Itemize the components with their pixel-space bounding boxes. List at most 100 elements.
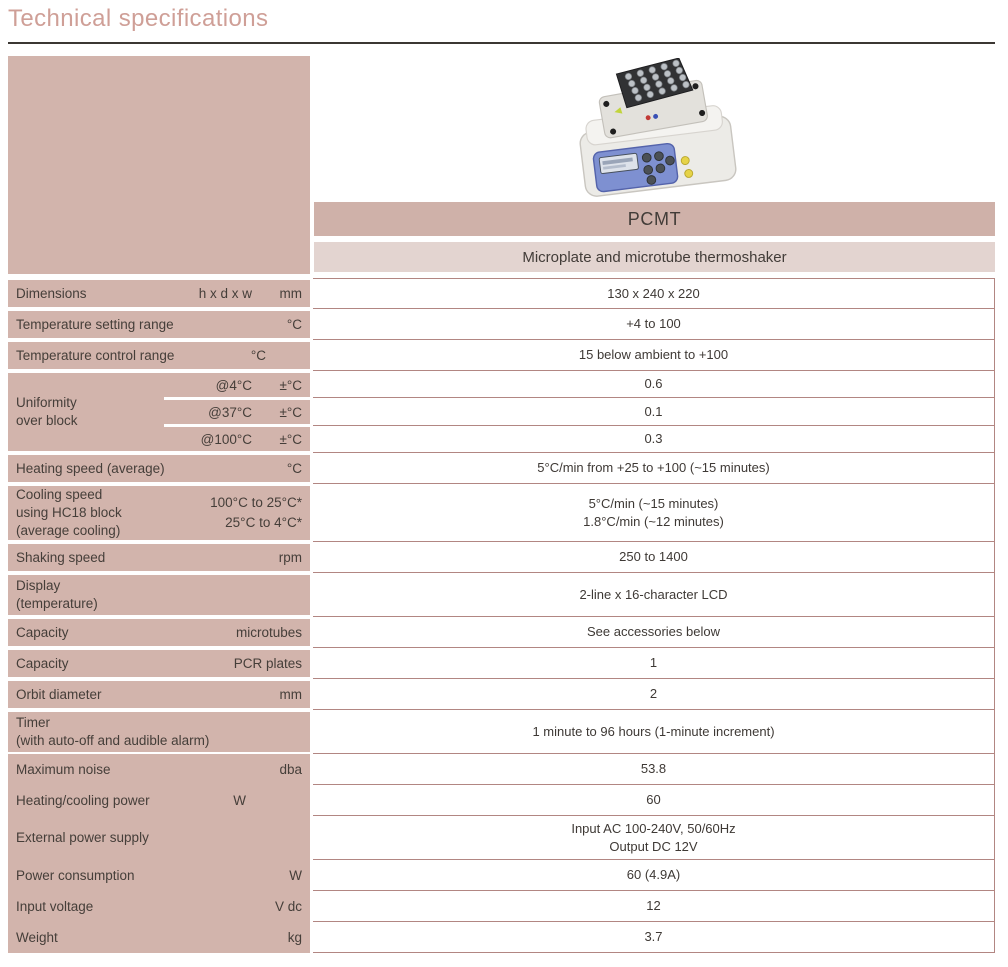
spec-label-cell: Timer (with auto-off and audible alarm) <box>8 712 310 752</box>
spec-row: Uniformity over block @4°C ±°C @37°C ±°C @100°… <box>8 371 995 453</box>
spec-label-cell: Maximum noise dba <box>8 754 310 785</box>
spec-row: Heating speed (average) °C 5°C/min from +2… <box>8 453 995 484</box>
spec-unit: °C <box>286 317 302 332</box>
spec-label: Heating/cooling power <box>16 792 150 808</box>
spec-label: Dimensions <box>16 285 87 301</box>
spec-row: Display (temperature) 2-line x 16-characte… <box>8 573 995 617</box>
spec-row: Orbit diameter mm 2 <box>8 679 995 710</box>
spec-unit: mm <box>279 286 303 301</box>
spec-unit: rpm <box>278 550 302 565</box>
spec-value-cell: 53.8 <box>313 754 995 785</box>
product-name: PCMT <box>627 208 682 229</box>
spec-value-cell: 3.7 <box>313 922 995 953</box>
thermoshaker-illustration-icon <box>578 58 737 197</box>
spec-value-cell: See accessories below <box>313 617 995 648</box>
spec-row: Weight kg 3.7 <box>8 922 995 953</box>
spec-value-cell: 0.3 <box>313 425 995 453</box>
spec-row: Power consumption W 60 (4.9A) <box>8 860 995 891</box>
spec-unit: microtubes <box>235 625 302 640</box>
spec-label: Orbit diameter <box>16 686 102 702</box>
spec-value-cell: 0.6 <box>313 371 995 399</box>
spec-label: Temperature control range <box>16 347 175 363</box>
spec-value-cell: Input AC 100-240V, 50/60Hz Output DC 12V <box>313 816 995 860</box>
spec-value-cell: 2-line x 16-character LCD <box>313 573 995 617</box>
spec-label: Display (temperature) <box>16 578 98 611</box>
spec-label: Timer (with auto-off and audible alarm) <box>16 715 210 748</box>
spec-label: Cooling speed using HC18 block (average co… <box>16 487 122 538</box>
spec-label: Uniformity over block <box>16 395 78 428</box>
spec-unit: °C <box>250 348 266 363</box>
spec-label-cell: Display (temperature) <box>8 575 310 615</box>
spec-row: Maximum noise dba 53.8 <box>8 754 995 785</box>
spec-row: Input voltage V dc 12 <box>8 891 995 922</box>
spec-value-cell: 60 (4.9A) <box>313 860 995 891</box>
spec-row: Timer (with auto-off and audible alarm) 1 … <box>8 710 995 754</box>
spec-unit: mm <box>279 687 303 702</box>
spec-label: Power consumption <box>16 867 135 883</box>
spec-value-stack: 0.6 0.1 0.3 <box>313 371 995 453</box>
spec-subunit-column: @4°C ±°C @37°C ±°C @100°C ±°C <box>164 373 310 451</box>
spec-label-cell: Orbit diameter mm <box>8 681 310 708</box>
spec-unit: 100°C to 25°C* 25°C to 4°C* <box>210 494 302 530</box>
spec-label: Input voltage <box>16 898 94 914</box>
spec-row: External power supply Input AC 100-240V, … <box>8 816 995 860</box>
spec-unit: h x d x w <box>198 286 252 301</box>
spec-unit: V dc <box>274 899 302 914</box>
spec-unit: PCR plates <box>233 656 302 671</box>
header-left-block <box>8 56 310 274</box>
spec-label-cell: Power consumption W <box>8 860 310 891</box>
spec-row: Temperature setting range °C +4 to 100 <box>8 309 995 340</box>
spec-label-cell: Capacity PCR plates <box>8 650 310 677</box>
spec-label: Capacity <box>16 624 69 640</box>
spec-row: Dimensions h x d x w mm 130 x 240 x 220 <box>8 278 995 309</box>
spec-value-cell: 1 <box>313 648 995 679</box>
spec-row: Cooling speed using HC18 block (average co… <box>8 484 995 542</box>
spec-subunit: @100°C ±°C <box>164 424 310 451</box>
spec-row: Capacity microtubes See accessories below <box>8 617 995 648</box>
spec-unit: @100°C <box>200 431 252 447</box>
spec-label: External power supply <box>16 830 149 846</box>
table-header: PCMT Microplate and microtube thermoshak… <box>8 56 995 274</box>
spec-value-cell: 5°C/min from +25 to +100 (~15 minutes) <box>313 453 995 484</box>
spec-value-cell: 250 to 1400 <box>313 542 995 573</box>
spec-label-cell: Dimensions h x d x w mm <box>8 280 310 307</box>
spec-unit: ±°C <box>279 431 302 447</box>
spec-value-cell: 12 <box>313 891 995 922</box>
spec-label-cell: External power supply <box>8 816 310 860</box>
product-name-band: PCMT <box>314 202 995 236</box>
spec-value-cell: 60 <box>313 785 995 816</box>
spec-unit: dba <box>279 762 302 777</box>
spec-label-cell: Input voltage V dc <box>8 891 310 922</box>
spec-label-cell: Temperature control range °C <box>8 342 310 369</box>
spec-unit: kg <box>287 930 302 945</box>
spec-row: Heating/cooling power W 60 <box>8 785 995 816</box>
spec-label: Heating speed (average) <box>16 460 165 476</box>
page-title: Technical specifications <box>8 5 269 32</box>
spec-subunit: @37°C ±°C <box>164 397 310 424</box>
product-subtitle: Microplate and microtube thermoshaker <box>522 248 787 266</box>
spec-value-cell: 2 <box>313 679 995 710</box>
spec-unit: °C <box>286 461 302 476</box>
spec-row: Temperature control range °C 15 below ambi… <box>8 340 995 371</box>
header-right-column: PCMT Microplate and microtube thermoshak… <box>314 56 995 274</box>
product-photo <box>314 56 995 202</box>
spec-subunit: @4°C ±°C <box>164 373 310 397</box>
spec-label-cell: Shaking speed rpm <box>8 544 310 571</box>
spec-unit: W <box>289 868 302 883</box>
spec-unit: ±°C <box>279 404 302 420</box>
spec-unit: @37°C <box>208 404 252 420</box>
spec-label-cell: Heating speed (average) °C <box>8 455 310 482</box>
spec-value-cell: 130 x 240 x 220 <box>313 278 995 309</box>
spec-value-cell: 15 below ambient to +100 <box>313 340 995 371</box>
spec-label-cell: Temperature setting range °C <box>8 311 310 338</box>
spec-row: Shaking speed rpm 250 to 1400 <box>8 542 995 573</box>
spec-value-cell: 1 minute to 96 hours (1-minute increment… <box>313 710 995 754</box>
spec-unit: W <box>233 793 246 808</box>
spec-table: Dimensions h x d x w mm 130 x 240 x 220 Temp… <box>8 278 995 953</box>
spec-label: Capacity <box>16 655 69 671</box>
spec-label: Shaking speed <box>16 549 106 565</box>
title-divider <box>8 42 995 44</box>
spec-label-cell: Weight kg <box>8 922 310 953</box>
spec-value-cell: 0.1 <box>313 398 995 426</box>
